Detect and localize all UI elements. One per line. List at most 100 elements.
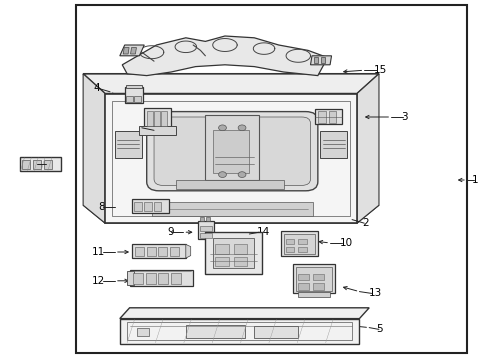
Bar [199,233,211,238]
Bar [199,226,211,231]
Text: 4: 4 [93,83,100,93]
Text: 14: 14 [256,227,269,237]
Bar [20,157,61,171]
Bar [328,111,336,123]
Bar [154,202,161,211]
Polygon shape [320,57,325,63]
Bar [312,274,323,280]
Polygon shape [130,48,136,54]
Bar [212,238,254,268]
Bar [283,234,315,254]
Circle shape [218,125,226,131]
Bar [134,96,141,102]
Polygon shape [205,115,259,180]
Text: 13: 13 [368,288,382,298]
Bar [145,273,155,284]
Bar [154,111,160,126]
Text: 2: 2 [361,218,368,228]
Text: 11: 11 [92,247,105,257]
Text: 9: 9 [166,227,173,237]
Bar [132,199,168,213]
Bar [134,202,142,211]
Bar [124,87,143,103]
Bar [233,244,247,254]
Bar [133,273,142,284]
Polygon shape [310,56,331,65]
Bar [44,160,52,169]
Bar [33,160,41,169]
FancyBboxPatch shape [146,112,317,191]
Bar [281,231,317,256]
Bar [298,274,308,280]
Bar [233,257,247,266]
Bar [215,257,228,266]
Text: 6: 6 [44,159,51,169]
Polygon shape [105,94,356,223]
Bar [76,5,466,353]
Polygon shape [83,74,378,94]
Circle shape [238,125,245,131]
Polygon shape [313,57,318,63]
Bar [212,130,249,173]
Text: 3: 3 [400,112,407,122]
Bar [144,108,171,128]
Polygon shape [83,74,105,223]
Bar [146,111,152,126]
Text: 1: 1 [471,175,478,185]
Bar [200,217,204,221]
Bar [176,180,283,189]
Polygon shape [83,205,378,223]
Bar [129,270,193,286]
Bar [298,283,308,290]
Bar [127,322,351,340]
Polygon shape [120,308,368,319]
Bar [115,131,142,158]
Text: 15: 15 [373,65,386,75]
Text: 10: 10 [339,238,352,248]
Bar [215,244,228,254]
Bar [144,202,151,211]
Bar [22,160,30,169]
Bar [285,239,294,244]
Text: 7: 7 [137,123,144,133]
Bar [312,283,323,290]
Bar [198,221,213,239]
Bar [297,239,306,244]
Polygon shape [356,74,378,223]
Bar [135,247,143,256]
Bar [146,247,155,256]
Bar [137,328,149,336]
Bar [151,202,312,216]
Bar [320,131,346,158]
Bar [297,247,306,252]
Bar [285,247,294,252]
Bar [185,325,244,338]
Polygon shape [122,36,327,76]
FancyBboxPatch shape [154,117,310,185]
Bar [161,111,167,126]
Bar [315,109,342,124]
Circle shape [238,172,245,177]
Bar [293,264,334,293]
Bar [139,126,176,135]
Bar [127,271,134,285]
Polygon shape [120,319,359,344]
Polygon shape [123,48,129,54]
Circle shape [218,172,226,177]
Bar [126,96,133,102]
Text: 5: 5 [376,324,383,334]
Bar [171,273,181,284]
Bar [296,267,331,291]
Bar [205,232,261,274]
Bar [254,326,298,338]
Bar [298,292,329,297]
Bar [158,273,168,284]
Bar [170,247,179,256]
Bar [158,247,167,256]
Polygon shape [185,244,190,258]
Bar [205,217,210,221]
Polygon shape [120,45,144,56]
Bar [132,244,185,258]
Text: 8: 8 [98,202,105,212]
Bar [317,111,325,123]
